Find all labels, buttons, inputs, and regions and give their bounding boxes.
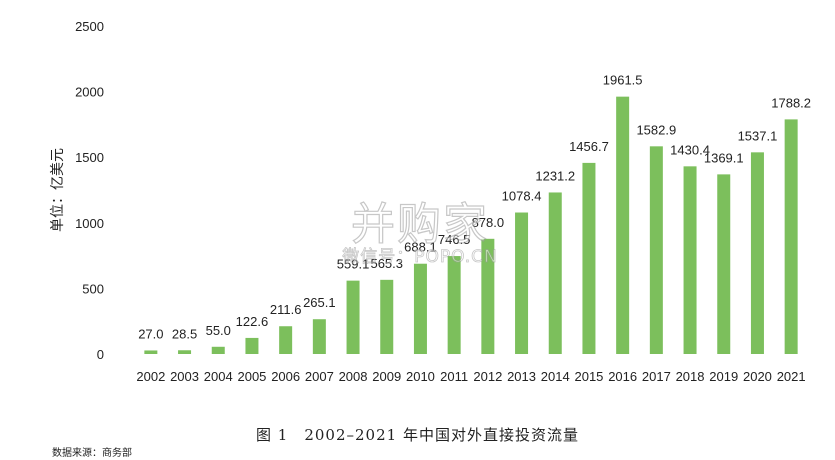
bar — [481, 238, 495, 354]
data-label: 1788.2 — [771, 95, 811, 110]
bar — [279, 326, 293, 354]
bar — [784, 119, 798, 355]
data-label: 27.0 — [138, 326, 163, 341]
data-label: 1456.7 — [569, 139, 609, 154]
x-tick-label: 2006 — [271, 369, 300, 384]
x-tick-label: 2019 — [709, 369, 738, 384]
y-tick-label: 1500 — [75, 150, 104, 165]
data-label: 211.6 — [270, 302, 302, 317]
data-label: 1537.1 — [738, 128, 778, 143]
data-label: 55.0 — [206, 323, 231, 338]
x-tick-label: 2004 — [204, 369, 233, 384]
x-tick-label: 2020 — [743, 369, 772, 384]
y-tick-label: 1000 — [75, 216, 104, 231]
x-tick-label: 2005 — [237, 369, 266, 384]
data-label: 122.6 — [236, 314, 269, 329]
data-label: 746.5 — [438, 232, 471, 247]
x-tick-label: 2013 — [507, 369, 536, 384]
data-label: 878.0 — [472, 215, 505, 230]
x-tick-label: 2014 — [541, 369, 570, 384]
bar — [683, 166, 697, 354]
data-label: 1582.9 — [636, 122, 676, 137]
data-label: 1961.5 — [603, 73, 643, 88]
bar — [413, 263, 427, 354]
x-tick-label: 2015 — [574, 369, 603, 384]
y-tick-label: 2500 — [75, 19, 104, 34]
x-tick-label: 2003 — [170, 369, 199, 384]
data-label: 1430.4 — [670, 142, 710, 157]
x-tick-label: 2002 — [136, 369, 165, 384]
data-label: 1078.4 — [502, 189, 542, 204]
bar — [245, 337, 259, 354]
y-tick-label: 2000 — [75, 85, 104, 100]
data-label: 1369.1 — [704, 150, 744, 165]
bar — [312, 319, 326, 354]
data-label: 559.1 — [337, 257, 370, 272]
bar — [548, 192, 562, 354]
bar — [380, 279, 394, 354]
bar — [447, 256, 461, 354]
x-tick-label: 2007 — [305, 369, 334, 384]
data-label: 1231.2 — [535, 168, 575, 183]
data-label: 28.5 — [172, 326, 197, 341]
x-tick-label: 2008 — [339, 369, 368, 384]
figure-caption: 图 1 2002–2021 年中国对外直接投资流量 — [256, 426, 579, 444]
bar — [649, 146, 663, 354]
bar — [211, 346, 225, 354]
bar — [178, 350, 192, 354]
bar — [515, 212, 529, 354]
x-tick-label: 2012 — [473, 369, 502, 384]
bar — [346, 280, 360, 354]
bar-chart-svg: 0 500 1000 1500 2000 2500 单位：亿美元 27.0 2002 28.5 20… — [49, 19, 811, 384]
bar — [717, 174, 731, 354]
x-tick-label: 2009 — [372, 369, 401, 384]
x-tick-label: 2017 — [642, 369, 671, 384]
bar — [144, 350, 158, 354]
y-axis-title: 单位：亿美元 — [49, 148, 65, 232]
x-tick-label: 2011 — [440, 369, 468, 384]
y-tick-label: 0 — [97, 347, 104, 362]
data-label: 565.3 — [370, 256, 403, 271]
data-label: 688.1 — [404, 240, 437, 255]
x-tick-label: 2010 — [406, 369, 435, 384]
y-tick-label: 500 — [82, 281, 104, 296]
x-tick-label: 2018 — [676, 369, 705, 384]
x-tick-label: 2016 — [608, 369, 637, 384]
x-tick-label: 2021 — [777, 369, 806, 384]
bar — [582, 162, 596, 354]
bar — [750, 152, 764, 354]
data-source: 数据来源：商务部 — [52, 448, 132, 459]
bar — [616, 96, 630, 355]
data-label: 265.1 — [303, 295, 336, 310]
